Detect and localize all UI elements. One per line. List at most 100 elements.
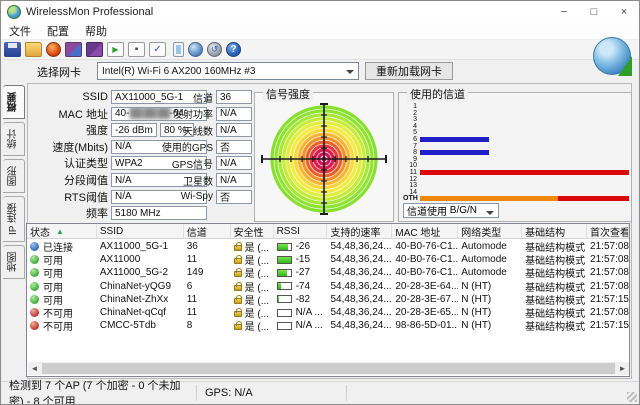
status-available-icon [30, 281, 39, 291]
table-row[interactable]: 可用 AX11000_5G-2 149 是 (... -27 54,48,36,24...… [27, 266, 629, 279]
lock-icon [233, 268, 242, 278]
save-icon[interactable] [4, 42, 21, 57]
table-row[interactable]: 可用 AX11000 11 是 (... -15 54,48,36,24... 40-B0-… [27, 253, 629, 266]
reload-adapter-button[interactable]: 重新加载网卡 [365, 62, 453, 80]
channel-row: 11 [403, 169, 629, 176]
infrastructure-value: 基础结构模式 [525, 256, 586, 267]
status-available-icon [30, 255, 39, 265]
first-seen-value: 21:57:08 [590, 241, 629, 252]
column-header-3[interactable]: 安全性 [231, 224, 274, 238]
info-field-row: 频率 5180 MHz [32, 206, 252, 221]
verify-page-icon[interactable] [149, 42, 166, 57]
scrollbar-thumb[interactable] [42, 363, 615, 374]
info-field-label: Wi-Spy [180, 191, 213, 203]
rssi-cell: -15 [274, 253, 328, 266]
app-icon [7, 5, 21, 19]
sidebar-tab-1[interactable]: 统计 [3, 122, 25, 156]
scroll-right-button[interactable]: ► [616, 362, 629, 375]
channel-label: 12 [409, 175, 417, 183]
rssi-cell: -74 [274, 280, 328, 293]
channel-use-dropdown[interactable]: 信道使用 B/G/N [403, 203, 499, 218]
rssi-bar-icon [276, 242, 292, 251]
info-field-label: 天线数 [183, 126, 213, 138]
network-copy-icon[interactable] [86, 42, 103, 57]
info-field-label: 发射功率 [173, 110, 213, 122]
column-header-4[interactable]: RSSI [274, 224, 328, 238]
signal-strength-title: 信号强度 [263, 86, 313, 102]
first-seen-cell: 21:57:08 [587, 266, 629, 279]
network-scan-icon[interactable] [65, 42, 82, 57]
resize-grip[interactable] [627, 392, 637, 402]
info-field-value: 否 [216, 139, 252, 154]
menu-item-2[interactable]: 帮助 [85, 26, 107, 38]
lock-icon [233, 308, 242, 317]
channel-label: 9 [413, 155, 417, 163]
sidebar-tab-0[interactable]: 概要 [3, 85, 25, 119]
export-file-icon[interactable] [128, 42, 145, 57]
info-field-row: 速度(Mbits) N/A [32, 139, 252, 154]
channel-value: 11 [186, 293, 198, 305]
column-header-0[interactable]: 状态 ▲ [27, 224, 97, 238]
rssi-bar-icon [276, 255, 292, 264]
table-row[interactable]: 已连接 AX11000_5G-1 36 是 (... -26 54,48,36,24...… [27, 240, 629, 253]
sidebar-tab-4[interactable]: 地图 [3, 245, 25, 280]
first-seen-cell: 21:57:15 [587, 319, 629, 332]
help-icon[interactable] [226, 42, 241, 57]
device-icon[interactable] [173, 42, 184, 57]
channel-bar-segment [420, 137, 489, 142]
menu-item-1[interactable]: 配置 [47, 26, 69, 38]
table-row[interactable]: 可用 ChinaNet-yQG9 6 是 (... -74 54,48,36,24... 2… [27, 280, 629, 293]
column-header-9[interactable]: 首次查看 [587, 224, 629, 238]
channel-bar-segment [420, 150, 489, 156]
column-header-2[interactable]: 信道 [184, 224, 231, 238]
status-cell: 可用 [27, 266, 97, 279]
column-header-label: 首次查看 [590, 227, 629, 239]
column-header-7[interactable]: 网络类型 [458, 224, 523, 238]
table-row[interactable]: 不可用 CMCC-5Tdb 8 是 (... N/A ... 54,48,36,24...… [27, 319, 629, 332]
column-header-1[interactable]: SSID [97, 224, 184, 238]
channel-row: OTH [403, 195, 629, 202]
table-row[interactable]: 可用 ChinaNet-ZhXx 11 是 (... -82 54,48,36,24...… [27, 293, 629, 306]
rates-value: 54,48,36,24... [330, 280, 392, 292]
close-button[interactable]: × [620, 6, 628, 18]
column-header-6[interactable]: MAC 地址 [392, 224, 459, 238]
info-field-row: GPS信号 N/A [156, 156, 256, 171]
info-field-label: 速度(Mbits) [52, 141, 108, 154]
globe-back-icon[interactable] [207, 42, 222, 57]
rssi-value: N/A ... [295, 307, 323, 318]
ssid-cell: AX11000_5G-1 [97, 240, 184, 253]
globe-icon[interactable] [188, 42, 203, 57]
adapter-row: 选择网卡 Intel(R) Wi-Fi 6 AX200 160MHz #3 重新… [1, 60, 639, 83]
maximize-button[interactable]: □ [590, 6, 598, 18]
horizontal-scrollbar[interactable]: ◄ ► [28, 362, 629, 375]
menu-item-0[interactable]: 文件 [9, 26, 31, 38]
column-header-8[interactable]: 基础结构 [522, 224, 588, 238]
record-icon[interactable] [46, 42, 61, 57]
adapter-select[interactable]: Intel(R) Wi-Fi 6 AX200 160MHz #3 [97, 62, 359, 80]
mac-value: 20-28-3E-65... [395, 307, 459, 318]
infrastructure-cell: 基础结构模式 [522, 280, 587, 293]
sidebar-tab-3[interactable]: IP 连接 [3, 196, 25, 243]
column-header-5[interactable]: 支持的速率 [327, 224, 393, 238]
info-field-value: N/A [216, 173, 252, 187]
status-unavailable-icon [30, 308, 39, 317]
rssi-bar-icon [276, 295, 292, 304]
channel-bar-area [420, 124, 629, 129]
export-report-icon[interactable] [107, 42, 124, 57]
minimize-button[interactable]: − [560, 6, 568, 18]
infrastructure-value: 基础结构模式 [525, 295, 586, 306]
security-value: 是 (... [244, 269, 270, 280]
lock-icon [233, 281, 242, 291]
info-field-value: 5180 MHz [111, 206, 207, 221]
ssid-value: ChinaNet-ZhXx [99, 293, 169, 305]
open-folder-icon[interactable] [25, 42, 42, 57]
status-label: 可用 [43, 295, 63, 306]
table-row[interactable]: 不可用 ChinaNet-qCqf 11 是 (... N/A ... 54,48,36,… [27, 306, 629, 319]
status-unavailable-icon [30, 321, 39, 331]
sidebar-tab-2[interactable]: 图形 [3, 159, 25, 193]
security-cell: 是 (... [231, 319, 274, 332]
scroll-left-button[interactable]: ◄ [28, 362, 41, 375]
rssi-cell: -27 [274, 266, 328, 279]
rssi-bar-icon [276, 308, 292, 317]
